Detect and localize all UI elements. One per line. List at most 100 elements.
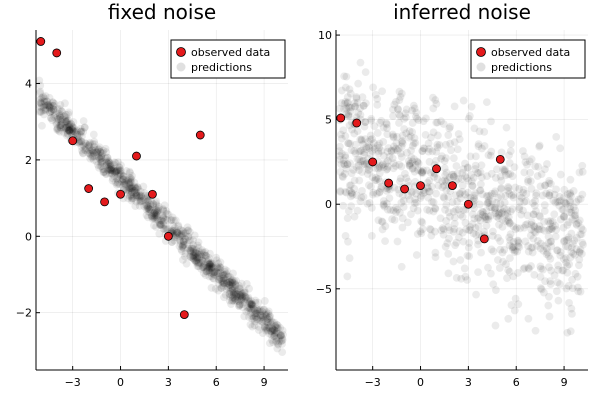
prediction-point — [481, 213, 490, 221]
prediction-point — [107, 169, 116, 178]
prediction-point — [67, 120, 76, 129]
prediction-point — [407, 146, 415, 155]
prediction-point — [553, 278, 562, 287]
prediction-point — [497, 184, 506, 192]
prediction-point — [233, 290, 241, 299]
prediction-point — [432, 156, 440, 165]
prediction-point — [247, 297, 256, 305]
prediction-point — [220, 293, 228, 302]
prediction-point — [218, 271, 226, 280]
prediction-point — [153, 208, 162, 217]
prediction-point — [492, 198, 501, 207]
prediction-point — [369, 190, 377, 199]
prediction-point — [445, 124, 454, 133]
prediction-point — [181, 234, 189, 243]
prediction-point — [229, 288, 238, 297]
prediction-point — [499, 257, 507, 266]
prediction-point — [567, 248, 576, 256]
prediction-point — [383, 120, 391, 129]
prediction-point — [497, 148, 506, 157]
prediction-point — [247, 300, 256, 309]
prediction-point — [408, 106, 416, 115]
prediction-point — [214, 264, 223, 273]
prediction-point — [202, 252, 210, 260]
prediction-point — [480, 127, 489, 136]
prediction-point — [358, 140, 367, 149]
prediction-point — [563, 268, 572, 277]
prediction-point — [524, 176, 532, 184]
prediction-point — [444, 175, 452, 184]
y-tick-label: −5 — [316, 283, 332, 296]
prediction-point — [219, 274, 228, 283]
prediction-point — [344, 110, 353, 119]
prediction-point — [132, 184, 141, 193]
observed-point — [116, 189, 125, 199]
prediction-point — [522, 189, 531, 198]
prediction-point — [130, 189, 139, 197]
prediction-point — [176, 236, 185, 245]
prediction-point — [351, 140, 360, 149]
prediction-point — [115, 166, 123, 175]
prediction-point — [45, 102, 54, 111]
prediction-point — [540, 217, 548, 226]
prediction-point — [361, 118, 370, 127]
prediction-point — [553, 198, 562, 206]
prediction-point — [144, 213, 152, 222]
prediction-point — [136, 194, 144, 203]
prediction-point — [145, 205, 154, 214]
prediction-point — [511, 294, 520, 303]
prediction-point — [41, 98, 49, 106]
prediction-point — [404, 157, 413, 165]
prediction-point — [213, 263, 222, 272]
prediction-point — [563, 221, 572, 229]
prediction-point — [487, 203, 496, 212]
prediction-point — [221, 276, 230, 284]
prediction-point — [535, 211, 544, 220]
prediction-point — [219, 271, 227, 280]
prediction-point — [364, 166, 373, 175]
prediction-point — [259, 315, 268, 324]
prediction-point — [193, 262, 202, 271]
prediction-point — [340, 72, 349, 81]
prediction-point — [246, 320, 255, 329]
prediction-point — [388, 130, 397, 139]
prediction-point — [469, 229, 478, 238]
prediction-point — [153, 211, 161, 220]
prediction-point — [230, 277, 239, 286]
observed-point — [52, 48, 62, 58]
prediction-point — [184, 236, 193, 245]
prediction-point — [552, 132, 561, 141]
prediction-point — [266, 318, 275, 327]
prediction-point — [245, 299, 254, 308]
prediction-point — [117, 161, 125, 170]
prediction-point — [46, 101, 55, 110]
prediction-point — [514, 300, 523, 309]
prediction-point — [105, 169, 114, 178]
prediction-point — [484, 196, 493, 205]
x-tick-label: 0 — [417, 376, 424, 389]
prediction-point — [142, 198, 150, 207]
prediction-point — [506, 254, 514, 263]
prediction-point — [64, 122, 73, 131]
prediction-point — [268, 324, 277, 333]
prediction-point — [509, 272, 518, 281]
prediction-point — [64, 126, 73, 135]
prediction-point — [567, 191, 575, 200]
prediction-point — [185, 246, 194, 255]
prediction-point — [344, 139, 353, 148]
prediction-point — [98, 148, 107, 157]
prediction-point — [196, 250, 205, 259]
prediction-point — [227, 291, 236, 300]
prediction-point — [256, 311, 265, 320]
prediction-point — [578, 161, 587, 170]
prediction-point — [370, 122, 379, 131]
prediction-point — [172, 228, 181, 237]
prediction-point — [450, 219, 459, 228]
prediction-point — [578, 190, 587, 199]
prediction-point — [204, 262, 213, 271]
prediction-point — [36, 98, 45, 107]
prediction-point — [368, 147, 377, 155]
prediction-point — [367, 232, 376, 240]
prediction-point — [203, 267, 211, 276]
prediction-point — [462, 174, 471, 183]
